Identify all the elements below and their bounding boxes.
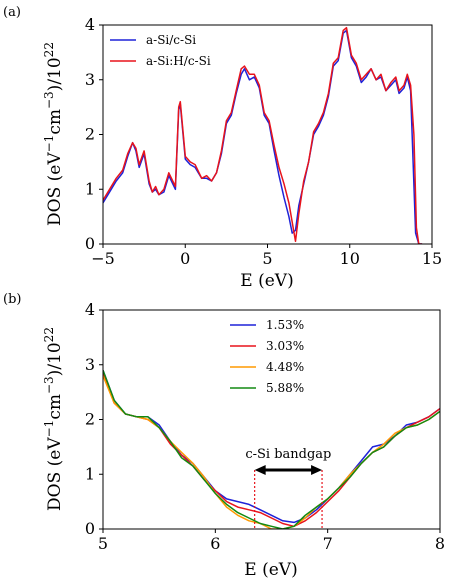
panel-a-y-axis-label: DOS (eV−1cm−3)/1022 — [42, 42, 65, 226]
panel-b-x-ticks: 5 6 7 8 — [98, 529, 445, 553]
b-y-tick-label: 2 — [85, 410, 95, 429]
b-y-tick-label: 4 — [85, 300, 95, 319]
panel-a-y-label-sup3: 22 — [42, 42, 56, 57]
bandgap-arrow-head-left — [254, 465, 266, 475]
b-legend-label: 5.88% — [266, 381, 304, 395]
a-x-tick-label: 10 — [340, 249, 360, 268]
b-legend-label: 1.53% — [266, 318, 304, 332]
b-x-tick-label: 7 — [323, 534, 333, 553]
panel-b-y-label-mid: cm — [45, 394, 65, 420]
b-series-lines — [103, 369, 440, 529]
b-y-tick-label: 0 — [85, 519, 95, 538]
a-y-tick-label: 0 — [85, 234, 95, 253]
b-legend-label: 4.48% — [266, 360, 304, 374]
b-y-tick-label: 3 — [85, 355, 95, 374]
panel-a-y-label-sup1: −1 — [42, 135, 56, 153]
panel-a-y-label-mid: cm — [45, 109, 65, 135]
b-y-tick-label: 1 — [85, 464, 95, 483]
a-series-line-1 — [103, 26, 423, 244]
a-legend-label: a-Si/c-Si — [146, 33, 196, 47]
bandgap-annotation: c-Si bandgap — [245, 447, 331, 529]
panel-a-y-ticks: 0 1 2 3 4 — [85, 15, 103, 253]
panel-b-plot-area — [102, 309, 441, 530]
panel-b-y-label-sup1: −1 — [42, 420, 56, 438]
panel-b: (b) 5 6 7 8 0 1 2 3 4 E (eV) DOS (eV−1cm−3)/102… — [3, 292, 445, 580]
panel-b-y-label-sup2: −3 — [42, 376, 56, 394]
panel-a-legend: a-Si/c-Si a-Si:H/c-Si — [110, 33, 211, 68]
bandgap-arrow-head-right — [311, 465, 323, 475]
a-legend-label: a-Si:H/c-Si — [146, 54, 211, 68]
panel-b-y-axis-label: DOS (eV−1cm−3)/1022 — [42, 327, 65, 511]
a-x-tick-label: 5 — [262, 249, 272, 268]
a-series-lines — [103, 26, 423, 244]
b-x-tick-label: 5 — [98, 534, 108, 553]
panel-b-legend: 1.53% 3.03% 4.48% 5.88% — [230, 318, 304, 395]
a-y-tick-label: 3 — [85, 70, 95, 89]
panel-a-y-label-post: )/10 — [45, 57, 65, 91]
a-y-tick-label: 1 — [85, 179, 95, 198]
a-y-tick-label: 2 — [85, 125, 95, 144]
panel-a-y-label-sup2: −3 — [42, 91, 56, 109]
b-series-line-3 — [103, 369, 440, 529]
panel-b-y-label-post: )/10 — [45, 342, 65, 376]
panel-a-label: (a) — [3, 5, 21, 20]
bandgap-label: c-Si bandgap — [245, 447, 331, 462]
panel-a-x-axis-label: E (eV) — [240, 271, 293, 291]
b-x-tick-label: 6 — [210, 534, 220, 553]
panel-a-y-label-pre: DOS (eV — [45, 152, 65, 226]
panel-b-y-ticks: 0 1 2 3 4 — [85, 300, 103, 538]
a-x-tick-label: 15 — [422, 249, 442, 268]
b-legend-label: 3.03% — [266, 339, 304, 353]
b-x-tick-label: 8 — [435, 534, 445, 553]
panel-b-y-label-sup3: 22 — [42, 327, 56, 342]
a-y-tick-label: 4 — [85, 15, 95, 34]
panel-b-x-axis-label: E (eV) — [244, 560, 297, 580]
panel-b-label: (b) — [3, 292, 21, 307]
panel-a-x-ticks: −5 0 5 10 15 — [91, 244, 442, 268]
a-x-tick-label: 0 — [180, 249, 190, 268]
panel-b-y-label-pre: DOS (eV — [45, 437, 65, 511]
a-x-tick-label: −5 — [91, 249, 115, 268]
